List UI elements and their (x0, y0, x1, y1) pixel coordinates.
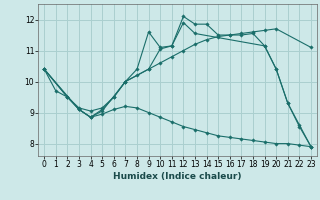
X-axis label: Humidex (Indice chaleur): Humidex (Indice chaleur) (113, 172, 242, 181)
